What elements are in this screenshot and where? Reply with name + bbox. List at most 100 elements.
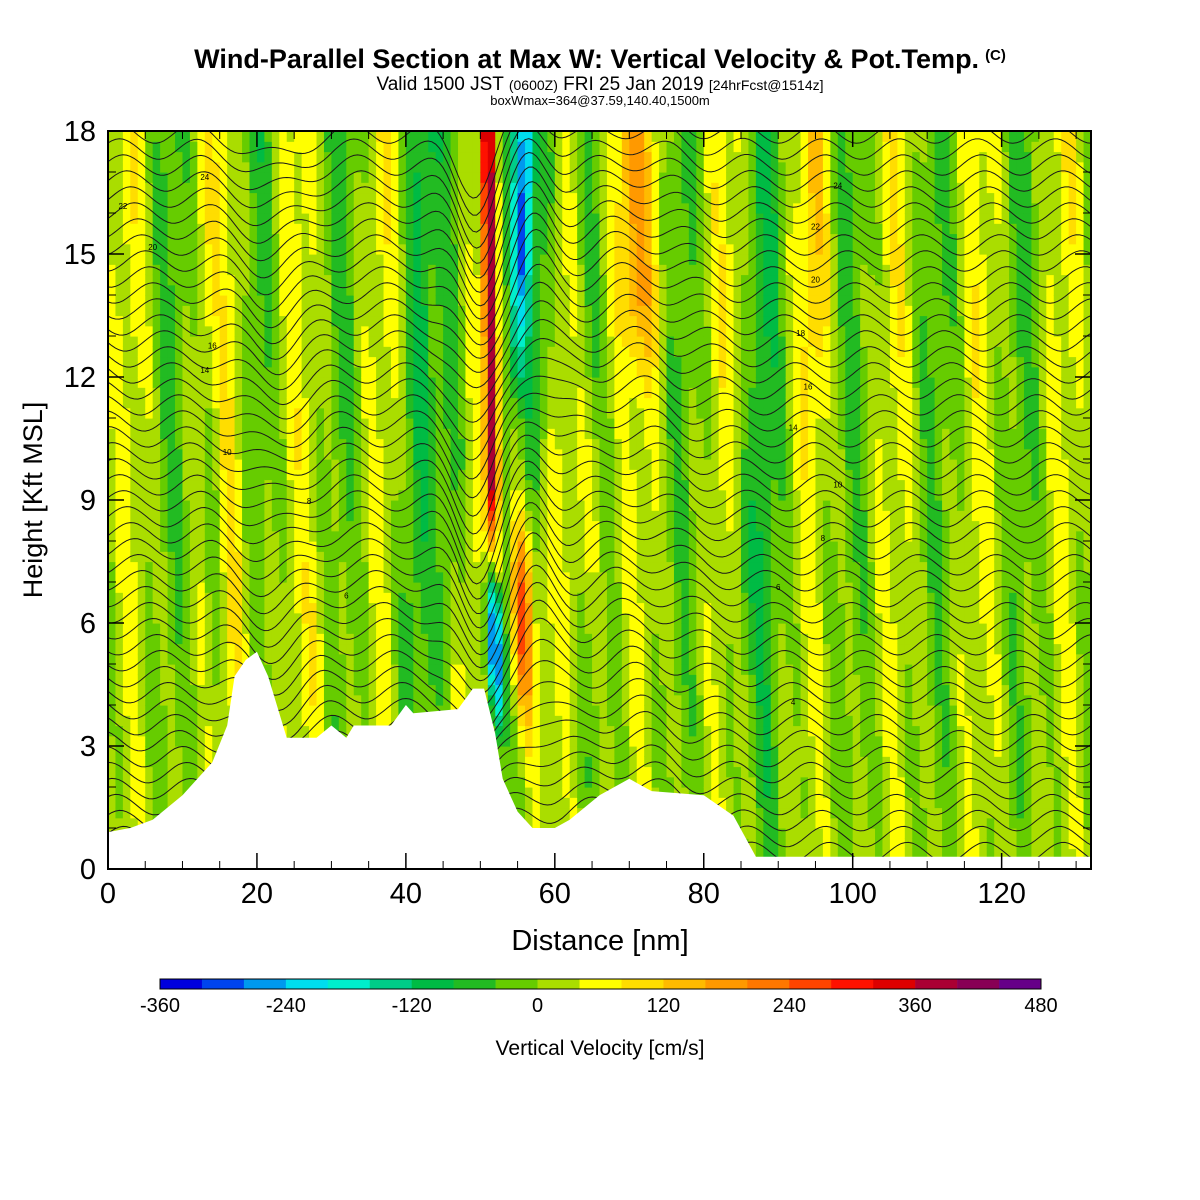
velocity-cell <box>517 141 526 153</box>
velocity-cell <box>242 633 251 645</box>
velocity-cell <box>294 520 303 532</box>
velocity-cell <box>525 172 534 183</box>
velocity-cell <box>189 694 198 706</box>
velocity-cell <box>331 223 340 235</box>
velocity-cell <box>584 131 593 142</box>
velocity-cell <box>115 479 124 491</box>
velocity-cell <box>227 520 236 532</box>
velocity-cell <box>301 387 310 399</box>
velocity-cell <box>227 530 236 542</box>
velocity-cell <box>152 305 161 317</box>
velocity-cell <box>532 131 541 142</box>
velocity-cell <box>606 674 615 686</box>
velocity-cell <box>115 366 124 378</box>
velocity-cell <box>465 182 474 194</box>
velocity-cell <box>614 346 623 358</box>
velocity-cell <box>175 131 184 142</box>
velocity-cell <box>495 438 504 450</box>
velocity-cell <box>160 530 169 542</box>
velocity-cell <box>175 592 184 604</box>
velocity-cell <box>510 418 519 429</box>
velocity-cell <box>383 623 392 634</box>
velocity-cell <box>331 653 340 665</box>
velocity-cell <box>271 141 280 153</box>
velocity-cell <box>323 305 333 317</box>
velocity-cell <box>532 274 541 286</box>
velocity-cell <box>167 284 176 296</box>
velocity-cell <box>182 428 191 440</box>
velocity-cell <box>137 469 146 481</box>
velocity-cell <box>577 756 586 768</box>
velocity-cell <box>323 510 333 522</box>
velocity-cell <box>309 315 318 327</box>
velocity-cell <box>361 325 370 337</box>
velocity-cell <box>584 735 593 747</box>
velocity-cell <box>390 172 400 183</box>
velocity-cell <box>502 541 511 552</box>
velocity-cell <box>271 407 280 419</box>
velocity-cell <box>264 397 273 409</box>
velocity-cell <box>539 725 548 737</box>
velocity-cell <box>554 541 563 552</box>
velocity-cell <box>450 479 459 491</box>
velocity-cell <box>182 172 191 183</box>
velocity-cell <box>204 725 213 737</box>
velocity-cell <box>480 643 489 655</box>
velocity-cell <box>428 192 437 204</box>
velocity-cell <box>361 161 370 173</box>
velocity-cell <box>108 571 117 583</box>
velocity-cell <box>450 315 459 327</box>
velocity-cell <box>443 664 452 675</box>
velocity-cell <box>256 172 265 183</box>
velocity-cell <box>405 202 414 214</box>
velocity-cell <box>338 643 347 655</box>
velocity-cell <box>368 141 377 153</box>
velocity-cell <box>189 592 198 604</box>
velocity-cell <box>152 141 161 153</box>
velocity-cell <box>197 366 206 378</box>
velocity-cell <box>338 223 347 235</box>
velocity-cell <box>510 623 519 634</box>
velocity-cell <box>599 213 608 224</box>
velocity-cell <box>294 684 303 696</box>
velocity-cell <box>249 530 258 542</box>
velocity-cell <box>368 684 377 696</box>
velocity-cell <box>368 653 377 665</box>
velocity-cell <box>264 592 273 604</box>
velocity-cell <box>294 274 303 286</box>
velocity-cell <box>577 295 586 306</box>
velocity-cell <box>145 530 154 542</box>
velocity-cell <box>234 623 243 634</box>
velocity-cell <box>175 530 184 542</box>
velocity-cell <box>525 551 534 563</box>
velocity-cell <box>390 479 400 491</box>
velocity-cell <box>458 131 467 142</box>
velocity-cell <box>614 612 623 624</box>
velocity-cell <box>108 766 117 778</box>
velocity-cell <box>495 746 504 757</box>
velocity-cell <box>472 243 481 255</box>
velocity-cell <box>204 428 213 440</box>
velocity-cell <box>472 469 481 481</box>
velocity-cell <box>346 664 355 675</box>
velocity-cell <box>420 541 429 552</box>
velocity-cell <box>420 551 429 563</box>
velocity-cell <box>323 592 333 604</box>
velocity-cell <box>562 387 571 399</box>
velocity-cell <box>122 202 131 214</box>
velocity-cell <box>323 428 333 440</box>
velocity-cell <box>204 694 213 706</box>
velocity-cell <box>286 612 295 624</box>
velocity-cell <box>145 448 154 460</box>
velocity-cell <box>435 633 444 645</box>
velocity-cell <box>525 530 534 542</box>
velocity-cell <box>420 284 429 296</box>
velocity-cell <box>502 551 511 563</box>
velocity-cell <box>510 694 519 706</box>
velocity-cell <box>331 295 340 306</box>
velocity-cell <box>175 571 184 583</box>
velocity-cell <box>413 500 422 511</box>
velocity-cell <box>443 510 452 522</box>
velocity-cell <box>614 766 623 778</box>
velocity-cell <box>554 131 563 142</box>
